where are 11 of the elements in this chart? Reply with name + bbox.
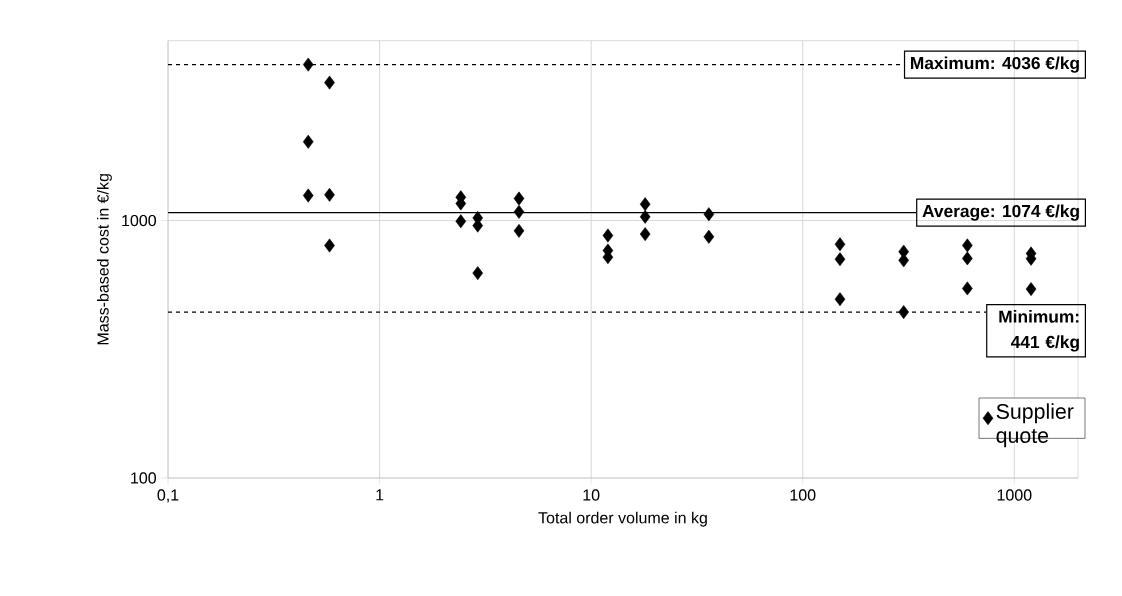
- x-tick-label: 1: [376, 489, 384, 501]
- x-tick-label: 1000: [997, 489, 1032, 501]
- x-tick-label: 10: [583, 489, 600, 501]
- ref-line-label: Maximum: 4036 €/kg: [911, 56, 1079, 73]
- x-axis-title: Total order volume in kg: [538, 511, 707, 527]
- y-axis-title: Mass-based cost in €/kg: [96, 174, 112, 345]
- x-tick-label: 100: [790, 489, 816, 501]
- ref-line-label: Average: 1074 €/kg: [922, 204, 1079, 221]
- x-tick-label: 0,1: [157, 489, 179, 503]
- legend-label: Supplier quote: [996, 403, 1074, 448]
- ref-line-label: Minimum: 441 €/kg: [999, 310, 1079, 352]
